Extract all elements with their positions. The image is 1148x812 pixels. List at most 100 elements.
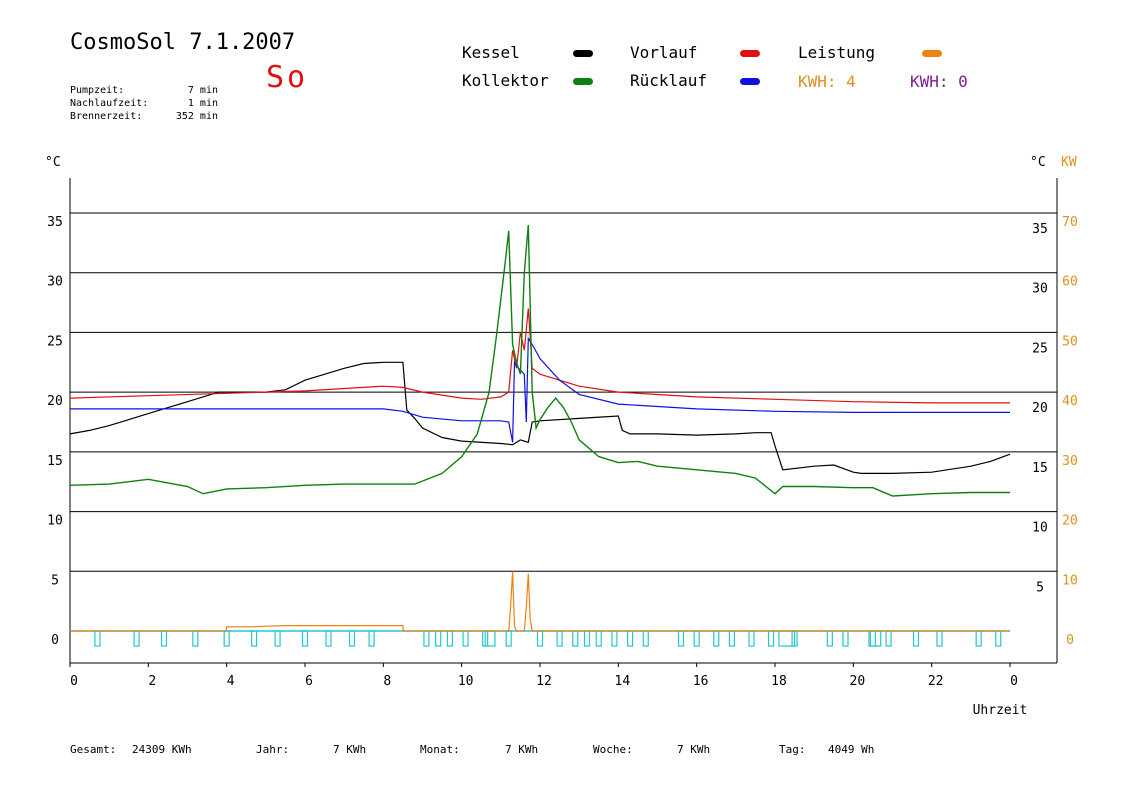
pump-pulse [583, 630, 591, 647]
y-axis-unit-right: °C [1030, 155, 1046, 170]
x-tick-label: 12 [536, 674, 552, 689]
stat-value: 1 min [187, 98, 218, 109]
stat-row: Pumpzeit: 7 min [70, 84, 218, 97]
pump-pulse [556, 630, 563, 647]
stat-label: Nachlaufzeit: [70, 98, 149, 109]
y-tick-label-right: 10 [1032, 521, 1048, 536]
pump-pulse [462, 630, 469, 647]
pump-pulse [223, 630, 230, 647]
footer-label: Jahr: [256, 743, 290, 756]
pump-pulse [192, 630, 199, 647]
y-tick-label-kw: 0 [1066, 633, 1074, 648]
pump-pulse [826, 630, 833, 647]
legend-label: Rücklauf [630, 71, 708, 90]
footer-label: Woche: [593, 743, 633, 756]
legend-label: Kollektor [462, 71, 549, 90]
x-tick-label: 4 [227, 674, 235, 689]
pump-pulse [446, 630, 454, 647]
pump-pulse [595, 630, 602, 647]
pump-pulse [693, 630, 700, 647]
footer-value: 7 KWh [505, 743, 539, 756]
stat-value: 7 min [187, 85, 218, 96]
pump-pulse [348, 630, 356, 647]
pump-pulse [728, 630, 736, 647]
pump-pulse [642, 630, 649, 647]
pump-pulse [975, 630, 982, 647]
footer-label: Monat: [420, 743, 460, 756]
y-tick-label-kw: 60 [1062, 275, 1078, 290]
legend-swatch [573, 78, 593, 85]
pump-pulse [767, 630, 775, 647]
pump-pulse [133, 630, 140, 647]
pump-pulse [325, 630, 332, 647]
y-tick-label-kw: 20 [1062, 514, 1078, 529]
pump-pulse [435, 630, 442, 647]
pump-pulse [869, 630, 877, 647]
footer-value: 4049 Wh [828, 743, 875, 756]
y-tick-label-right: 5 [1036, 580, 1044, 595]
y-tick-label-kw: 10 [1062, 573, 1078, 588]
stat-row: Brennerzeit: 352 min [70, 110, 218, 123]
pump-pulse [274, 630, 281, 647]
y-tick-label-left: 25 [47, 334, 63, 349]
x-axis-label: Uhrzeit [973, 703, 1028, 718]
y-tick-label-left: 15 [47, 454, 63, 469]
stats-block: Pumpzeit: 7 min Nachlaufzeit: 1 min Brennerz… [70, 58, 218, 136]
y-tick-label-left: 5 [51, 573, 59, 588]
x-tick-label: 0 [70, 674, 78, 689]
kwh-secondary-label: KWH: 0 [910, 72, 968, 91]
x-tick-label: 10 [458, 674, 474, 689]
x-tick-label: 8 [383, 674, 391, 689]
pump-pulse [301, 630, 309, 647]
footer-value: 7 KWh [333, 743, 367, 756]
legend-label: Kessel [462, 43, 520, 62]
day-label: So [266, 60, 309, 95]
pump-pulse [94, 630, 101, 647]
legend-swatch [740, 78, 760, 85]
x-tick-label: 22 [928, 674, 944, 689]
x-tick-label: 16 [693, 674, 709, 689]
chart-title: CosmoSol 7.1.2007 [70, 30, 296, 55]
footer-value: 7 KWh [677, 743, 711, 756]
x-tick-label: 2 [148, 674, 156, 689]
y-tick-label-kw: 50 [1062, 334, 1078, 349]
pump-pulse [572, 630, 579, 647]
pump-pulse [505, 630, 512, 647]
y-tick-label-right: 30 [1032, 282, 1048, 297]
y-tick-label-kw: 30 [1062, 454, 1078, 469]
y-tick-label-right: 25 [1032, 341, 1048, 356]
series-line-kessel [69, 361, 1011, 474]
legend-swatch [922, 50, 942, 57]
pump-pulse [160, 630, 168, 647]
series-line-rücklauf [70, 336, 1010, 443]
pump-pulse [885, 630, 892, 647]
pump-pulse [842, 630, 849, 647]
pump-pulse [936, 630, 943, 647]
y-axis-unit-left: °C [45, 155, 61, 170]
pump-pulse [250, 630, 258, 647]
legend-label: Vorlauf [630, 43, 698, 62]
x-tick-label: 14 [615, 674, 631, 689]
footer-value: 24309 KWh [132, 743, 192, 756]
pump-pulse [912, 630, 920, 647]
x-tick-label: 6 [305, 674, 313, 689]
y-tick-label-kw: 40 [1062, 394, 1078, 409]
x-tick-label: 20 [850, 674, 866, 689]
footer-label: Gesamt: [70, 743, 117, 756]
y-axis-unit-kw: KW [1061, 155, 1077, 170]
legend-swatch [740, 50, 760, 57]
y-tick-label-left: 35 [47, 215, 63, 230]
series-line-vorlauf [69, 308, 1010, 404]
pump-pulse [536, 630, 544, 647]
stat-label: Brennerzeit: [70, 111, 143, 122]
pump-pulse [713, 630, 720, 647]
pump-pulse [626, 630, 634, 647]
y-tick-label-left: 0 [51, 633, 59, 648]
footer-label: Tag: [779, 743, 806, 756]
y-tick-label-left: 20 [47, 394, 63, 409]
pump-pulse [368, 630, 375, 647]
x-tick-label: 0 [1010, 674, 1018, 689]
legend-label: Leistung [798, 43, 876, 62]
x-tick-label: 18 [771, 674, 787, 689]
legend-swatch [573, 50, 593, 57]
